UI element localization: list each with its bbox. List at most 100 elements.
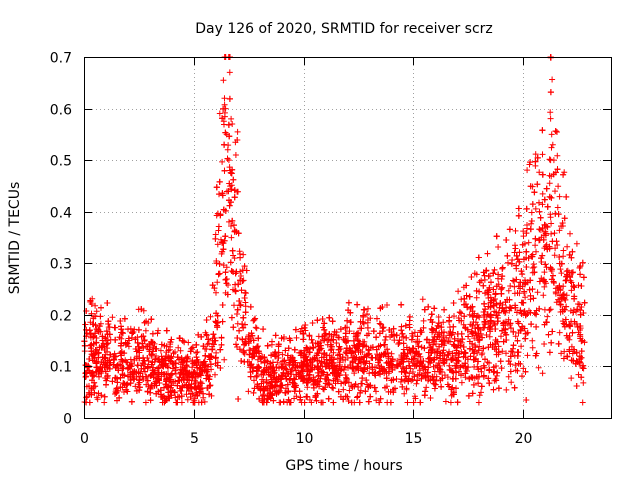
data-point: [557, 266, 564, 273]
data-point: [329, 318, 336, 325]
data-point: [547, 109, 554, 116]
data-point: [228, 314, 235, 321]
data-point: [98, 344, 105, 351]
data-point: [367, 393, 374, 400]
data-point: [476, 288, 483, 295]
data-point: [534, 289, 541, 296]
data-point: [534, 154, 541, 161]
data-point: [398, 301, 405, 308]
data-point: [230, 324, 237, 331]
data-point: [226, 202, 233, 209]
data-point: [559, 308, 566, 315]
data-point: [550, 272, 556, 279]
data-point: [125, 343, 132, 350]
data-point: [479, 350, 486, 357]
data-point: [558, 270, 565, 277]
data-point: [335, 334, 342, 341]
data-point: [240, 251, 247, 258]
data-point: [470, 350, 477, 357]
data-point: [240, 324, 247, 331]
data-point: [519, 373, 525, 380]
data-point: [566, 322, 572, 329]
data-point: [139, 340, 146, 347]
data-point: [490, 369, 497, 376]
data-point: [212, 371, 218, 378]
data-point: [373, 388, 379, 395]
data-point: [543, 185, 550, 192]
data-point: [401, 377, 408, 384]
data-point: [346, 328, 353, 335]
data-point: [503, 386, 510, 393]
data-point: [121, 315, 128, 322]
data-point: [236, 346, 243, 353]
data-point: [204, 341, 211, 348]
data-point: [144, 377, 151, 384]
data-point: [234, 306, 241, 313]
data-point: [390, 325, 397, 332]
data-point: [344, 355, 351, 361]
data-point: [291, 383, 298, 390]
data-point: [356, 356, 363, 363]
data-point: [525, 239, 532, 246]
data-point: [144, 363, 151, 370]
data-point: [148, 351, 155, 358]
data-point: [219, 302, 226, 308]
data-point: [272, 332, 279, 339]
data-point: [521, 256, 527, 263]
data-point: [512, 333, 519, 340]
data-point: [254, 356, 261, 363]
data-point: [307, 345, 313, 352]
data-point: [499, 284, 506, 291]
data-point: [349, 349, 355, 356]
data-point: [420, 324, 427, 331]
data-point: [118, 348, 125, 355]
data-point: [234, 335, 241, 341]
data-point: [210, 331, 217, 338]
data-point: [529, 201, 536, 208]
data-point: [527, 183, 534, 190]
data-point: [222, 276, 229, 283]
data-point: [354, 336, 361, 343]
data-point: [449, 350, 456, 357]
data-point: [556, 254, 563, 260]
data-point: [487, 311, 494, 318]
data-point: [93, 326, 100, 333]
data-point: [486, 333, 493, 340]
data-point: [155, 357, 161, 363]
data-point: [138, 306, 145, 313]
data-point: [554, 242, 561, 248]
data-point: [577, 263, 584, 270]
data-point: [468, 274, 475, 280]
data-point: [136, 384, 143, 391]
data-point: [458, 379, 465, 386]
data-point: [104, 300, 111, 306]
data-point: [245, 388, 252, 395]
data-point: [216, 261, 223, 267]
data-point: [285, 345, 292, 352]
data-point: [541, 269, 548, 276]
data-point: [436, 343, 443, 350]
data-point: [358, 355, 365, 362]
data-point: [551, 252, 558, 259]
data-point: [277, 399, 284, 406]
data-point: [529, 337, 536, 344]
data-point: [524, 352, 531, 359]
data-point: [493, 301, 500, 308]
data-point: [554, 166, 561, 173]
data-point: [567, 230, 573, 237]
data-point: [490, 270, 497, 277]
data-point: [560, 320, 567, 327]
data-point: [354, 393, 361, 400]
data-point: [203, 346, 210, 353]
data-point: [421, 345, 428, 352]
data-point: [206, 382, 213, 389]
data-point: [189, 344, 196, 351]
data-point: [523, 230, 530, 237]
data-point: [101, 393, 108, 400]
data-point: [223, 264, 230, 271]
data-point: [476, 392, 483, 399]
data-point: [120, 380, 127, 387]
data-point: [533, 248, 539, 255]
data-point: [261, 359, 268, 366]
data-point: [523, 397, 530, 403]
